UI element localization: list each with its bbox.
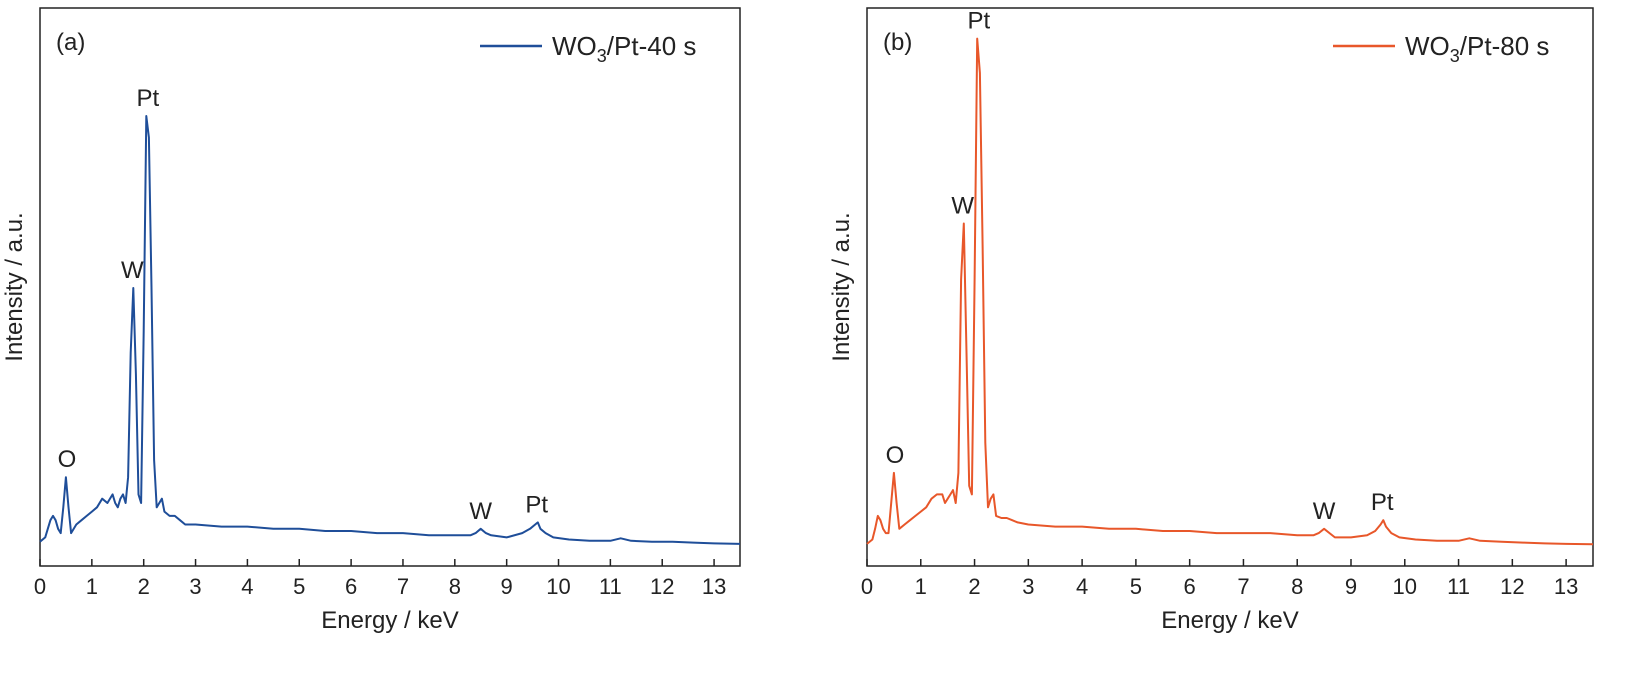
legend-label-subscript: 3 [1450,46,1460,66]
panel-label: (b) [883,29,912,56]
x-tick-label: 0 [34,574,46,599]
x-tick-label: 1 [86,574,98,599]
peak-label: W [951,193,974,220]
x-tick-label: 2 [138,574,150,599]
x-tick-label: 6 [345,574,357,599]
peak-label: W [469,498,492,525]
x-tick-label: 9 [501,574,513,599]
x-axis-title: Energy / keV [1161,607,1298,634]
x-tick-label: 3 [189,574,201,599]
x-tick-label: 3 [1022,574,1034,599]
series-line [866,37,1594,546]
x-axis-title: Energy / keV [321,607,458,634]
x-tick-label: 8 [449,574,461,599]
peak-label: Pt [525,491,548,518]
x-tick-label: 11 [1447,574,1470,599]
legend-label: WO3/Pt-80 s [1405,31,1549,66]
x-tick-label: 2 [968,574,980,599]
x-tick-label: 11 [599,574,622,599]
series-line [39,115,741,545]
y-axis-title: Intensity / a.u. [828,212,855,361]
x-tick-label: 5 [1130,574,1142,599]
panel-label: (a) [56,29,85,56]
x-tick-label: 5 [293,574,305,599]
legend-label-rest: /Pt-80 s [1460,31,1550,61]
peak-label: O [58,446,77,473]
plot-frame [866,7,1594,567]
x-tick-label: 4 [1076,574,1088,599]
legend-label-main: WO [1405,31,1450,61]
peak-label: W [1313,498,1336,525]
x-tick-label: 13 [702,574,726,599]
y-axis-title: Intensity / a.u. [1,212,28,361]
plot-frame [39,7,741,567]
peak-label: Pt [137,85,160,112]
peak-label: Pt [968,8,991,35]
x-tick-label: 8 [1291,574,1303,599]
x-tick-label: 4 [241,574,253,599]
x-tick-label: 9 [1345,574,1357,599]
peak-label: O [886,442,905,469]
legend-label-rest: /Pt-40 s [607,31,697,61]
legend-label-subscript: 3 [597,46,607,66]
x-tick-label: 12 [650,574,674,599]
x-tick-label: 0 [861,574,873,599]
x-tick-label: 10 [1393,574,1417,599]
legend-label: WO3/Pt-40 s [552,31,696,66]
x-tick-label: 12 [1500,574,1524,599]
legend: WO3/Pt-80 s [1333,31,1549,66]
legend-label-main: WO [552,31,597,61]
peak-label: Pt [1371,489,1394,516]
legend: WO3/Pt-40 s [480,31,696,66]
x-tick-label: 7 [1237,574,1249,599]
x-tick-label: 1 [915,574,927,599]
x-tick-label: 13 [1554,574,1578,599]
x-tick-label: 6 [1184,574,1196,599]
peak-label: W [121,257,144,284]
x-tick-label: 10 [546,574,570,599]
x-tick-label: 7 [397,574,409,599]
